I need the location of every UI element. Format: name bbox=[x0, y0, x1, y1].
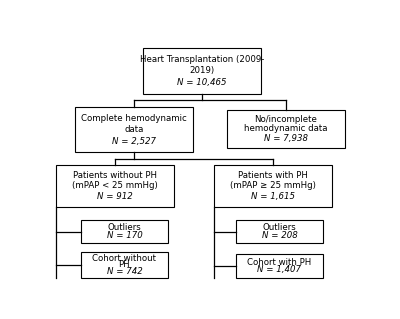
Text: N = 2,527: N = 2,527 bbox=[112, 137, 156, 146]
Text: Cohort without: Cohort without bbox=[92, 254, 156, 263]
Text: (mPAP ≥ 25 mmHg): (mPAP ≥ 25 mmHg) bbox=[230, 181, 316, 190]
FancyBboxPatch shape bbox=[236, 220, 323, 243]
Text: (mPAP < 25 mmHg): (mPAP < 25 mmHg) bbox=[72, 181, 158, 190]
FancyBboxPatch shape bbox=[81, 220, 168, 243]
Text: Patients with PH: Patients with PH bbox=[238, 171, 308, 180]
Text: No/incomplete: No/incomplete bbox=[254, 115, 317, 123]
Text: Patients without PH: Patients without PH bbox=[73, 171, 157, 180]
Text: Heart Transplantation (2009-: Heart Transplantation (2009- bbox=[140, 55, 264, 64]
FancyBboxPatch shape bbox=[214, 165, 332, 206]
Text: Cohort with PH: Cohort with PH bbox=[247, 258, 312, 267]
FancyBboxPatch shape bbox=[227, 109, 344, 148]
Text: N = 7,938: N = 7,938 bbox=[264, 134, 308, 143]
Text: Complete hemodynamic: Complete hemodynamic bbox=[81, 114, 186, 123]
Text: Outliers: Outliers bbox=[108, 223, 141, 232]
Text: N = 208: N = 208 bbox=[262, 231, 297, 240]
Text: data: data bbox=[124, 125, 143, 134]
Text: N = 1,407: N = 1,407 bbox=[258, 265, 302, 274]
Text: N = 1,615: N = 1,615 bbox=[251, 192, 295, 201]
Text: Outliers: Outliers bbox=[262, 223, 296, 232]
Text: N = 170: N = 170 bbox=[106, 231, 142, 240]
Text: hemodynamic data: hemodynamic data bbox=[244, 124, 327, 133]
Text: N = 10,465: N = 10,465 bbox=[177, 78, 227, 87]
FancyBboxPatch shape bbox=[143, 48, 261, 93]
FancyBboxPatch shape bbox=[81, 252, 168, 278]
FancyBboxPatch shape bbox=[75, 107, 193, 152]
Text: PH: PH bbox=[118, 260, 130, 269]
Text: N = 742: N = 742 bbox=[106, 267, 142, 276]
Text: 2019): 2019) bbox=[189, 66, 214, 75]
FancyBboxPatch shape bbox=[56, 165, 174, 206]
Text: N = 912: N = 912 bbox=[97, 192, 133, 201]
FancyBboxPatch shape bbox=[236, 255, 323, 278]
